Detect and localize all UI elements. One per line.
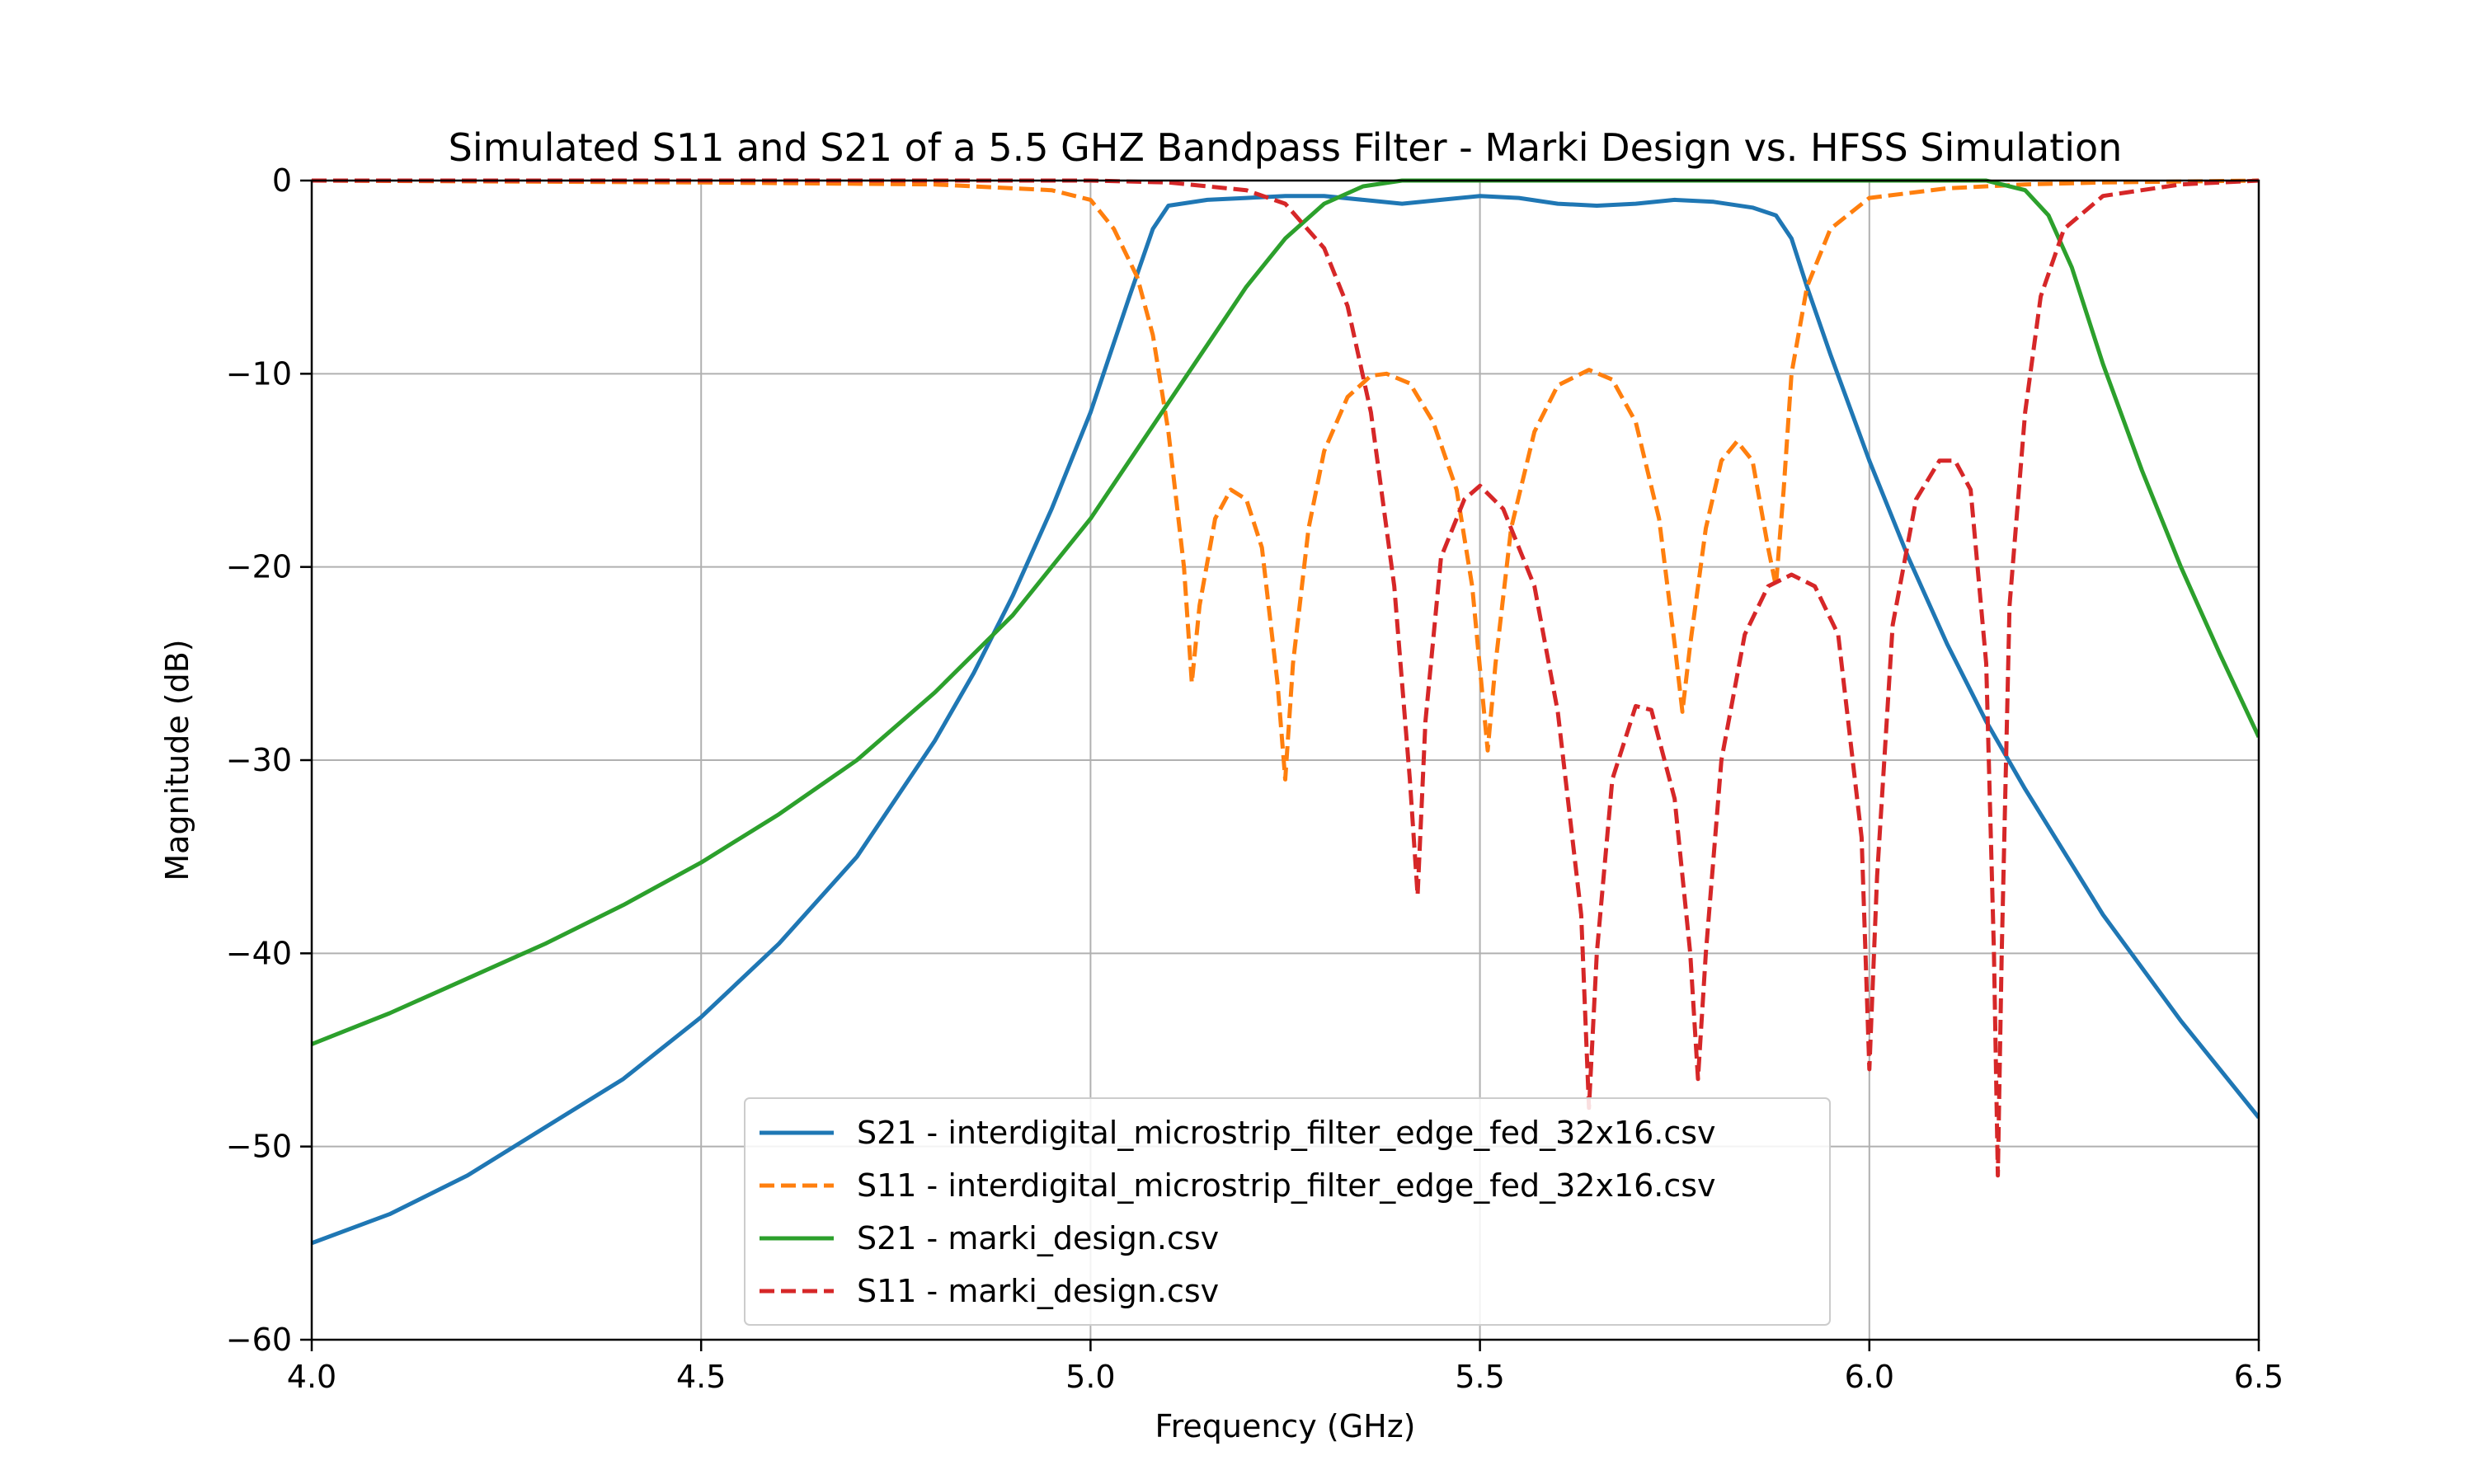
y-tick-label: −50 — [226, 1129, 292, 1165]
y-tick-label: −60 — [226, 1322, 292, 1358]
chart-title: Simulated S11 and S21 of a 5.5 GHZ Bandp… — [449, 125, 2123, 170]
axis-ticks: 4.0 4.5 5.0 5.5 6.0 6.5 0 −10 −20 −30 −40 −50 −60 — [226, 162, 2284, 1395]
legend: S21 - interdigital_microstrip_filter_edg… — [744, 1097, 1831, 1326]
y-tick-label: −10 — [226, 355, 292, 392]
y-tick-label: −20 — [226, 549, 292, 585]
x-tick-label: 5.0 — [1065, 1359, 1115, 1395]
x-tick-label: 5.5 — [1455, 1359, 1504, 1395]
legend-label-1: S21 - interdigital_microstrip_filter_edg… — [857, 1115, 1716, 1151]
y-tick-label: −30 — [226, 742, 292, 778]
series-line-4 — [312, 178, 2259, 1178]
series-line-3 — [312, 178, 2259, 1046]
x-tick-label: 4.5 — [676, 1359, 726, 1395]
legend-label-4: S11 - marki_design.csv — [857, 1273, 1219, 1309]
legend-entries: S21 - interdigital_microstrip_filter_edg… — [760, 1115, 1716, 1309]
y-axis-label: Magnitude (dB) — [159, 639, 195, 881]
y-tick-label: 0 — [272, 162, 292, 199]
series-line-1 — [312, 194, 2259, 1246]
x-tick-label: 6.5 — [2234, 1359, 2284, 1395]
series-line-2 — [312, 178, 2259, 782]
x-tick-label: 6.0 — [1845, 1359, 1894, 1395]
legend-box — [744, 1097, 1831, 1326]
x-axis-label: Frequency (GHz) — [1155, 1408, 1415, 1444]
legend-label-3: S21 - marki_design.csv — [857, 1220, 1219, 1256]
x-tick-label: 4.0 — [287, 1359, 336, 1395]
plot-series — [312, 178, 2259, 1246]
y-tick-label: −40 — [226, 935, 292, 971]
legend-label-2: S11 - interdigital_microstrip_filter_edg… — [857, 1167, 1716, 1204]
